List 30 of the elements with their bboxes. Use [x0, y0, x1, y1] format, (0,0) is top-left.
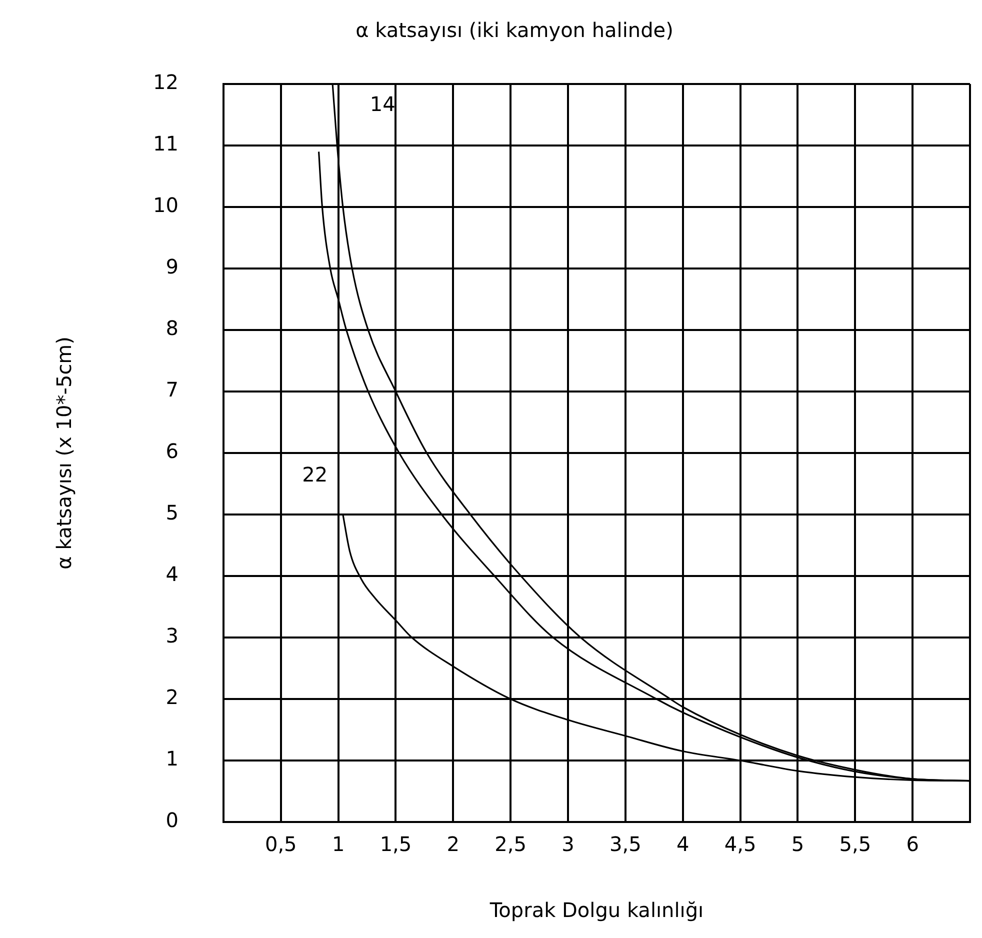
series-label: 22	[302, 462, 328, 487]
y-tick-label: 2	[166, 685, 178, 710]
y-tick-label: 9	[166, 254, 178, 279]
series-label: 14	[370, 92, 396, 116]
x-tick-label: 5,5	[839, 832, 872, 856]
x-tick-label: 6	[906, 832, 919, 856]
y-tick-label: 1	[166, 746, 178, 771]
y-tick-label: 4	[166, 562, 178, 586]
x-tick-label: 0,5	[264, 832, 297, 856]
x-tick-label: 1	[332, 832, 345, 856]
y-tick-label: 8	[166, 316, 178, 340]
x-tick-label: 4	[676, 832, 690, 856]
y-tick-label: 3	[166, 624, 178, 648]
x-tick-label: 5	[791, 832, 804, 856]
x-tick-label: 2	[446, 832, 460, 856]
y-tick-label: 10	[152, 193, 178, 218]
y-tick-label: 6	[166, 439, 178, 464]
x-tick-label: 1,5	[380, 832, 412, 856]
x-tick-label: 4,5	[724, 832, 756, 856]
x-tick-label: 3,5	[610, 832, 642, 856]
y-axis-title: α katsayısı (x 10*-5cm)	[52, 336, 76, 570]
y-tick-label: 12	[152, 70, 178, 94]
y-tick-label: 0	[166, 808, 178, 832]
y-tick-label: 11	[152, 132, 178, 156]
x-tick-label: 2,5	[494, 832, 526, 856]
x-axis-title: Toprak Dolgu kalınlığı	[488, 898, 704, 922]
y-tick-label: 5	[166, 500, 178, 525]
chart-title: α katsayısı (iki kamyon halinde)	[356, 18, 674, 42]
y-tick-label: 7	[166, 378, 178, 402]
x-tick-label: 3	[562, 832, 574, 856]
